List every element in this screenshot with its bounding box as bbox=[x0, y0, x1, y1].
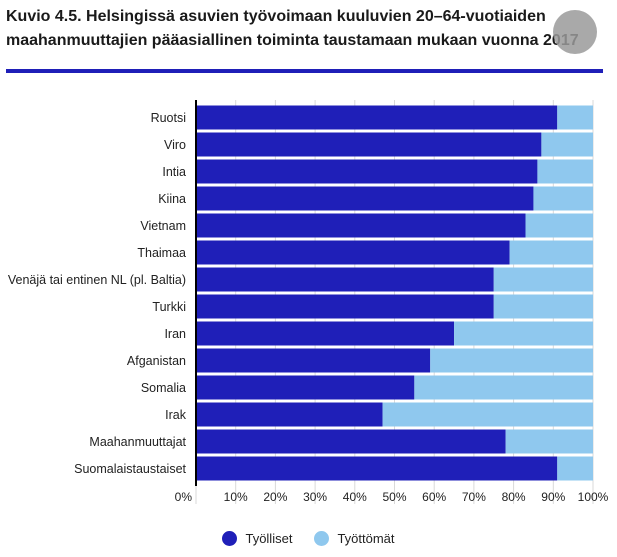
x-tick-label: 100% bbox=[578, 490, 609, 504]
bar-employed[interactable] bbox=[196, 429, 506, 454]
bar-employed[interactable] bbox=[196, 105, 558, 130]
bar-unemployed[interactable] bbox=[505, 429, 593, 454]
category-label: Turkki bbox=[152, 300, 186, 314]
bar-employed[interactable] bbox=[196, 456, 558, 481]
category-label: Suomalaistaustaiset bbox=[74, 462, 186, 476]
category-label: Viro bbox=[164, 138, 186, 152]
legend-item-employed[interactable]: Työlliset bbox=[222, 530, 293, 546]
bar-unemployed[interactable] bbox=[557, 105, 593, 130]
x-tick-label: 0% bbox=[175, 490, 193, 504]
legend-label-employed: Työlliset bbox=[245, 530, 293, 546]
bar-unemployed[interactable] bbox=[537, 159, 593, 184]
x-tick-label: 20% bbox=[263, 490, 287, 504]
x-tick-labels: 0% 10% 20% 30% 40% 50% 60% 70% 80% 90% 100% bbox=[175, 490, 609, 504]
bar-employed[interactable] bbox=[196, 132, 542, 157]
category-label: Intia bbox=[162, 165, 186, 179]
legend-swatch-unemployed bbox=[314, 530, 330, 546]
bar-employed[interactable] bbox=[196, 159, 538, 184]
title-rule bbox=[6, 69, 603, 73]
bar-unemployed[interactable] bbox=[533, 186, 593, 211]
bar-employed[interactable] bbox=[196, 375, 415, 400]
category-label: Venäjä tai entinen NL (pl. Baltia) bbox=[8, 273, 186, 287]
category-label: Somalia bbox=[141, 381, 186, 395]
chart-title-line-1: Kuvio 4.5. Helsingissä asuvien työvoimaa… bbox=[6, 8, 546, 25]
category-label: Kiina bbox=[158, 192, 186, 206]
x-tick-label: 90% bbox=[541, 490, 565, 504]
bar-unemployed[interactable] bbox=[509, 240, 593, 265]
legend: Työlliset Työttömät bbox=[0, 528, 617, 548]
category-labels: Ruotsi Viro Intia Kiina Vietnam Thaimaa Venäjä… bbox=[8, 111, 187, 476]
x-tick-label: 40% bbox=[343, 490, 367, 504]
x-tick-label: 80% bbox=[502, 490, 526, 504]
bars bbox=[196, 105, 593, 481]
x-tick-label: 10% bbox=[224, 490, 248, 504]
bar-unemployed[interactable] bbox=[557, 456, 593, 481]
bar-employed[interactable] bbox=[196, 186, 534, 211]
bar-unemployed[interactable] bbox=[493, 267, 593, 292]
x-tick-label: 50% bbox=[382, 490, 406, 504]
bar-unemployed[interactable] bbox=[541, 132, 593, 157]
legend-item-unemployed[interactable]: Työttömät bbox=[314, 530, 395, 546]
bar-unemployed[interactable] bbox=[525, 213, 593, 238]
chart-title-line-2: maahanmuuttajien pääasiallinen toiminta … bbox=[6, 32, 579, 49]
category-label: Afganistan bbox=[127, 354, 186, 368]
chart-title: Kuvio 4.5. Helsingissä asuvien työvoimaa… bbox=[6, 5, 596, 53]
stacked-bar-chart: Ruotsi Viro Intia Kiina Vietnam Thaimaa Venäjä… bbox=[8, 100, 609, 504]
bar-employed[interactable] bbox=[196, 213, 526, 238]
bar-employed[interactable] bbox=[196, 294, 494, 319]
category-label: Ruotsi bbox=[151, 111, 186, 125]
corner-badge-icon bbox=[553, 10, 597, 54]
legend-swatch-employed bbox=[222, 530, 238, 546]
category-label: Irak bbox=[165, 408, 187, 422]
category-label: Thaimaa bbox=[137, 246, 186, 260]
bar-employed[interactable] bbox=[196, 402, 383, 427]
legend-label-unemployed: Työttömät bbox=[337, 530, 395, 546]
bar-unemployed[interactable] bbox=[454, 321, 593, 346]
x-tick-label: 60% bbox=[422, 490, 446, 504]
x-tick-label: 70% bbox=[462, 490, 486, 504]
bar-unemployed[interactable] bbox=[430, 348, 593, 373]
category-label: Iran bbox=[164, 327, 186, 341]
bar-employed[interactable] bbox=[196, 267, 494, 292]
bar-unemployed[interactable] bbox=[493, 294, 593, 319]
bar-unemployed[interactable] bbox=[382, 402, 593, 427]
x-tick-label: 30% bbox=[303, 490, 327, 504]
category-label: Vietnam bbox=[140, 219, 186, 233]
bar-employed[interactable] bbox=[196, 240, 510, 265]
bar-unemployed[interactable] bbox=[414, 375, 593, 400]
bar-employed[interactable] bbox=[196, 321, 455, 346]
category-label: Maahanmuuttajat bbox=[89, 435, 186, 449]
bar-employed[interactable] bbox=[196, 348, 431, 373]
